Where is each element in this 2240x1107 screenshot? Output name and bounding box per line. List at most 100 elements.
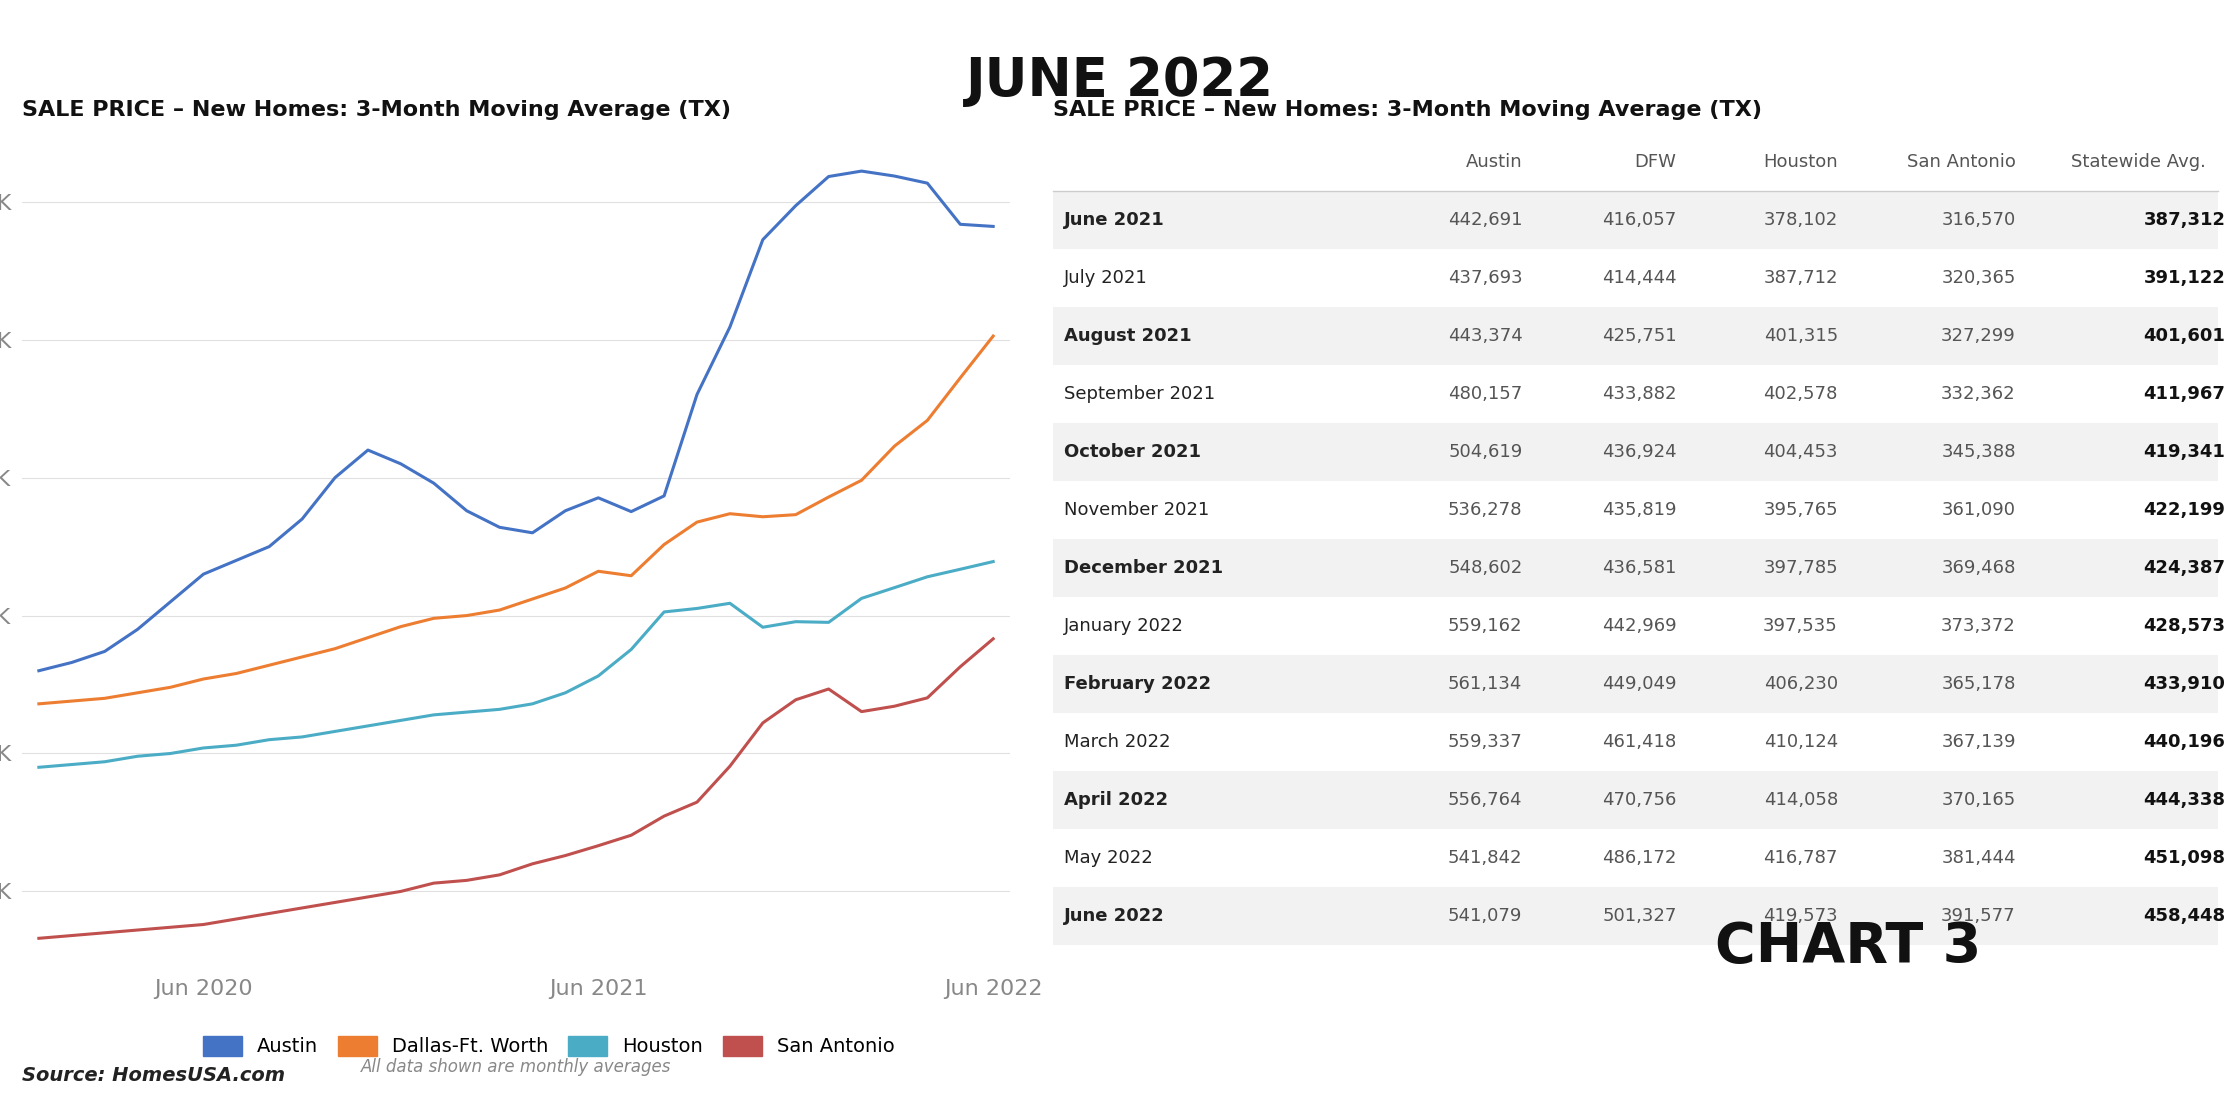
Text: 559,337: 559,337 <box>1447 733 1523 751</box>
Text: DFW: DFW <box>1635 153 1676 170</box>
FancyBboxPatch shape <box>1053 539 2218 597</box>
Text: January 2022: January 2022 <box>1064 617 1185 635</box>
Text: 320,365: 320,365 <box>1942 269 2016 287</box>
Text: 416,057: 416,057 <box>1602 210 1676 229</box>
FancyBboxPatch shape <box>1053 655 2218 713</box>
Text: 433,882: 433,882 <box>1602 385 1676 403</box>
Text: 404,453: 404,453 <box>1763 443 1837 461</box>
Text: Houston: Houston <box>1763 153 1837 170</box>
Text: November 2021: November 2021 <box>1064 501 1210 519</box>
Text: 501,327: 501,327 <box>1602 907 1676 925</box>
FancyBboxPatch shape <box>1053 423 2218 480</box>
Text: 451,098: 451,098 <box>2144 849 2227 867</box>
FancyBboxPatch shape <box>1053 887 2218 945</box>
Text: 486,172: 486,172 <box>1602 849 1676 867</box>
FancyBboxPatch shape <box>1053 365 2218 423</box>
Text: 428,573: 428,573 <box>2144 617 2227 635</box>
Text: February 2022: February 2022 <box>1064 675 1212 693</box>
Text: 401,601: 401,601 <box>2144 327 2227 345</box>
Text: 541,842: 541,842 <box>1447 849 1523 867</box>
Text: 442,969: 442,969 <box>1602 617 1676 635</box>
FancyBboxPatch shape <box>1053 307 2218 365</box>
FancyBboxPatch shape <box>1053 713 2218 772</box>
Text: 381,444: 381,444 <box>1942 849 2016 867</box>
Text: 425,751: 425,751 <box>1602 327 1676 345</box>
Text: 332,362: 332,362 <box>1942 385 2016 403</box>
Text: 440,196: 440,196 <box>2144 733 2227 751</box>
Text: 541,079: 541,079 <box>1447 907 1523 925</box>
Text: CHART 3: CHART 3 <box>1716 920 1980 974</box>
Text: SALE PRICE – New Homes: 3-Month Moving Average (TX): SALE PRICE – New Homes: 3-Month Moving A… <box>1053 100 1761 121</box>
Text: Austin: Austin <box>1465 153 1523 170</box>
Legend: Austin, Dallas-Ft. Worth, Houston, San Antonio: Austin, Dallas-Ft. Worth, Houston, San A… <box>195 1028 903 1064</box>
Text: 561,134: 561,134 <box>1447 675 1523 693</box>
Text: All data shown are monthly averages: All data shown are monthly averages <box>361 1058 672 1076</box>
Text: 435,819: 435,819 <box>1602 501 1676 519</box>
Text: 419,573: 419,573 <box>1763 907 1837 925</box>
Text: 397,785: 397,785 <box>1763 559 1837 577</box>
Text: 414,444: 414,444 <box>1602 269 1676 287</box>
Text: 443,374: 443,374 <box>1447 327 1523 345</box>
Text: 406,230: 406,230 <box>1763 675 1837 693</box>
Text: JUNE 2022: JUNE 2022 <box>965 55 1275 107</box>
Text: March 2022: March 2022 <box>1064 733 1172 751</box>
Text: 556,764: 556,764 <box>1447 792 1523 809</box>
Text: 391,577: 391,577 <box>1942 907 2016 925</box>
Text: 327,299: 327,299 <box>1942 327 2016 345</box>
Text: 397,535: 397,535 <box>1763 617 1837 635</box>
Text: 401,315: 401,315 <box>1763 327 1837 345</box>
Text: 410,124: 410,124 <box>1763 733 1837 751</box>
Text: 436,924: 436,924 <box>1602 443 1676 461</box>
Text: 416,787: 416,787 <box>1763 849 1837 867</box>
Text: SALE PRICE – New Homes: 3-Month Moving Average (TX): SALE PRICE – New Homes: 3-Month Moving A… <box>22 100 732 121</box>
FancyBboxPatch shape <box>1053 829 2218 887</box>
Text: July 2021: July 2021 <box>1064 269 1149 287</box>
Text: 367,139: 367,139 <box>1942 733 2016 751</box>
Text: 436,581: 436,581 <box>1602 559 1676 577</box>
Text: September 2021: September 2021 <box>1064 385 1216 403</box>
Text: 414,058: 414,058 <box>1763 792 1837 809</box>
Text: Source: HomesUSA.com: Source: HomesUSA.com <box>22 1066 284 1085</box>
Text: 419,341: 419,341 <box>2144 443 2227 461</box>
Text: 373,372: 373,372 <box>1942 617 2016 635</box>
Text: 449,049: 449,049 <box>1602 675 1676 693</box>
Text: 536,278: 536,278 <box>1447 501 1523 519</box>
FancyBboxPatch shape <box>1053 480 2218 539</box>
FancyBboxPatch shape <box>1053 597 2218 655</box>
Text: August 2021: August 2021 <box>1064 327 1192 345</box>
Text: 444,338: 444,338 <box>2144 792 2227 809</box>
Text: June 2021: June 2021 <box>1064 210 1165 229</box>
Text: 411,967: 411,967 <box>2144 385 2227 403</box>
Text: 361,090: 361,090 <box>1942 501 2016 519</box>
Text: October 2021: October 2021 <box>1064 443 1201 461</box>
Text: 437,693: 437,693 <box>1447 269 1523 287</box>
Text: 548,602: 548,602 <box>1449 559 1523 577</box>
Text: December 2021: December 2021 <box>1064 559 1223 577</box>
Text: 370,165: 370,165 <box>1942 792 2016 809</box>
Text: 387,712: 387,712 <box>1763 269 1837 287</box>
Text: 504,619: 504,619 <box>1449 443 1523 461</box>
Text: 345,388: 345,388 <box>1942 443 2016 461</box>
Text: 369,468: 369,468 <box>1942 559 2016 577</box>
Text: San Antonio: San Antonio <box>1906 153 2016 170</box>
Text: 387,312: 387,312 <box>2144 210 2227 229</box>
Text: April 2022: April 2022 <box>1064 792 1169 809</box>
Text: 365,178: 365,178 <box>1942 675 2016 693</box>
Text: 461,418: 461,418 <box>1602 733 1676 751</box>
Text: 480,157: 480,157 <box>1449 385 1523 403</box>
FancyBboxPatch shape <box>1053 190 2218 249</box>
Text: 395,765: 395,765 <box>1763 501 1837 519</box>
Text: 433,910: 433,910 <box>2144 675 2227 693</box>
Text: Statewide Avg.: Statewide Avg. <box>2072 153 2206 170</box>
Text: 316,570: 316,570 <box>1942 210 2016 229</box>
Text: 378,102: 378,102 <box>1763 210 1837 229</box>
Text: 422,199: 422,199 <box>2144 501 2227 519</box>
Text: June 2022: June 2022 <box>1064 907 1165 925</box>
Text: 559,162: 559,162 <box>1447 617 1523 635</box>
Text: 391,122: 391,122 <box>2144 269 2227 287</box>
Text: 458,448: 458,448 <box>2144 907 2227 925</box>
FancyBboxPatch shape <box>1053 249 2218 307</box>
Text: 442,691: 442,691 <box>1447 210 1523 229</box>
FancyBboxPatch shape <box>1053 772 2218 829</box>
Text: May 2022: May 2022 <box>1064 849 1154 867</box>
